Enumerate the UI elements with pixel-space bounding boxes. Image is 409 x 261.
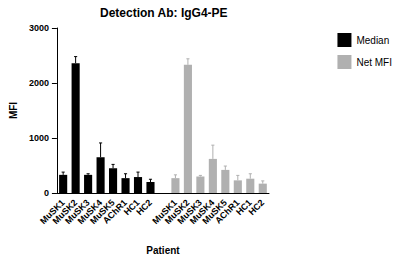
svg-text:MuSK4: MuSK4	[187, 197, 217, 227]
svg-text:3000: 3000	[29, 23, 49, 33]
svg-text:MFI: MFI	[8, 102, 19, 119]
svg-text:MuSK3: MuSK3	[63, 197, 92, 227]
svg-text:MuSK4: MuSK4	[75, 197, 105, 227]
svg-text:HC2: HC2	[134, 197, 154, 217]
svg-text:MuSK2: MuSK2	[50, 197, 80, 227]
svg-text:Median: Median	[356, 35, 389, 46]
svg-text:MuSK5: MuSK5	[88, 197, 117, 227]
svg-text:Detection Ab: IgG4-PE: Detection Ab: IgG4-PE	[100, 6, 228, 20]
svg-text:HC1: HC1	[234, 197, 254, 218]
svg-text:MuSK3: MuSK3	[175, 197, 204, 227]
svg-text:HC2: HC2	[247, 197, 267, 217]
svg-text:MuSK1: MuSK1	[150, 197, 179, 227]
svg-text:HC1: HC1	[121, 197, 142, 218]
svg-text:Net MFI: Net MFI	[356, 57, 392, 68]
svg-text:MuSK2: MuSK2	[162, 197, 192, 227]
svg-text:1000: 1000	[29, 133, 49, 143]
svg-text:2000: 2000	[29, 78, 49, 88]
svg-text:AChR1: AChR1	[100, 197, 130, 226]
svg-text:0: 0	[44, 188, 49, 198]
svg-text:MuSK1: MuSK1	[38, 197, 67, 227]
svg-text:MuSK5: MuSK5	[200, 197, 229, 227]
svg-text:AChR1: AChR1	[213, 197, 242, 226]
svg-text:Patient: Patient	[146, 245, 180, 256]
